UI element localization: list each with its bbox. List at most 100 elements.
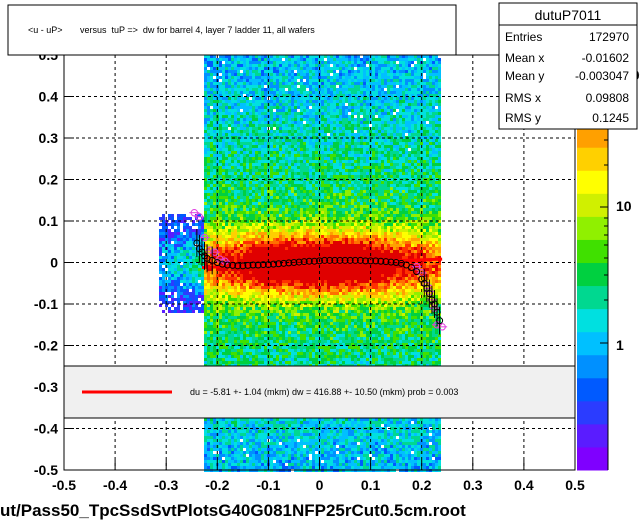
heatmap-cell [207,166,210,169]
heatmap-cell [279,214,282,217]
heatmap-cell [249,127,252,130]
heatmap-cell [171,289,174,292]
heatmap-cell [291,67,294,70]
heatmap-cell [288,127,291,130]
heatmap-cell [207,433,210,436]
heatmap-cell [222,220,225,223]
heatmap-cell [228,148,231,151]
heatmap-cell [258,91,261,94]
heatmap-cell [243,349,246,352]
heatmap-cell [198,295,201,298]
heatmap-cell [264,199,267,202]
heatmap-cell [297,325,300,328]
heatmap-cell [261,241,264,244]
heatmap-cell [195,271,198,274]
heatmap-cell [270,349,273,352]
heatmap-cell [210,421,213,424]
heatmap-cell [300,325,303,328]
heatmap-cell [294,427,297,430]
heatmap-cell [252,142,255,145]
heatmap-cell [288,235,291,238]
heatmap-cell [246,292,249,295]
heatmap-cell [276,331,279,334]
heatmap-cell [252,451,255,454]
heatmap-cell [288,133,291,136]
heatmap-cell [270,229,273,232]
heatmap-cell [252,121,255,124]
heatmap-cell [246,247,249,250]
heatmap-cell [294,298,297,301]
heatmap-cell [300,127,303,130]
heatmap-cell [297,298,300,301]
heatmap-cell [258,235,261,238]
heatmap-cell [219,58,222,61]
heatmap-cell [261,451,264,454]
heatmap-cell [189,262,192,265]
heatmap-cell [210,460,213,463]
heatmap-cell [228,58,231,61]
heatmap-cell [246,235,249,238]
heatmap-cell [270,205,273,208]
heatmap-cell [273,172,276,175]
heatmap-cell [261,58,264,61]
heatmap-cell [258,205,261,208]
heatmap-cell [159,229,162,232]
heatmap-cell [240,130,243,133]
heatmap-cell [225,142,228,145]
heatmap-cell [237,112,240,115]
heatmap-cell [291,157,294,160]
heatmap-cell [264,433,267,436]
heatmap-cell [207,292,210,295]
heatmap-cell [243,259,246,262]
heatmap-cell [207,94,210,97]
heatmap-cell [243,352,246,355]
heatmap-cell [237,154,240,157]
heatmap-cell [228,349,231,352]
heatmap-cell [300,292,303,295]
heatmap-cell [237,202,240,205]
heatmap-cell [264,220,267,223]
heatmap-cell [261,463,264,466]
heatmap-cell [264,280,267,283]
heatmap-cell [294,313,297,316]
heatmap-cell [249,133,252,136]
heatmap-cell [159,247,162,250]
heatmap-cell [186,286,189,289]
heatmap-cell [213,217,216,220]
heatmap-cell [300,88,303,91]
heatmap-cell [249,193,252,196]
heatmap-cell [282,160,285,163]
heatmap-cell [174,262,177,265]
heatmap-cell [225,208,228,211]
heatmap-cell [234,70,237,73]
heatmap-cell [276,76,279,79]
heatmap-cell [210,352,213,355]
heatmap-cell [207,301,210,304]
heatmap-cell [288,250,291,253]
heatmap-cell [276,235,279,238]
heatmap-cell [273,313,276,316]
heatmap-cell [213,211,216,214]
heatmap-cell [231,244,234,247]
heatmap-cell [237,232,240,235]
heatmap-cell [207,106,210,109]
heatmap-cell [261,325,264,328]
heatmap-cell [207,289,210,292]
heatmap-cell [261,337,264,340]
heatmap-cell [216,418,219,421]
heatmap-cell [252,457,255,460]
heatmap-cell [240,319,243,322]
heatmap-cell [273,154,276,157]
heatmap-cell [183,304,186,307]
heatmap-cell [225,100,228,103]
heatmap-cell [261,100,264,103]
heatmap-cell [228,304,231,307]
heatmap-cell [204,220,207,223]
heatmap-cell [174,223,177,226]
heatmap-cell [243,286,246,289]
heatmap-cell [240,286,243,289]
heatmap-cell [300,247,303,250]
heatmap-cell [183,265,186,268]
heatmap-cell [210,253,213,256]
heatmap-cell [264,139,267,142]
